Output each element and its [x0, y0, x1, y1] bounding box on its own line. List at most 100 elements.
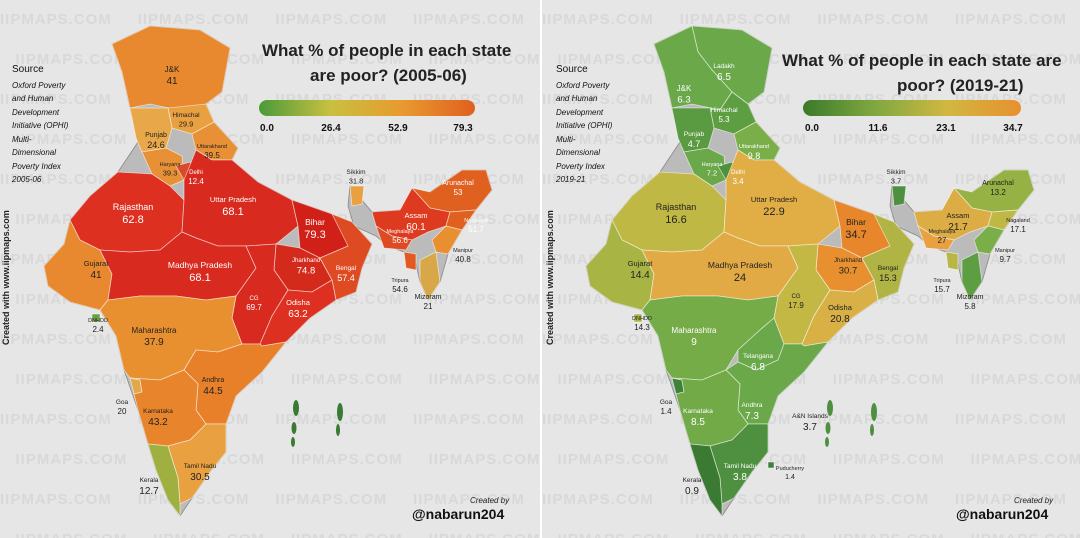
island-shape	[825, 422, 831, 434]
state-region-himachal	[709, 91, 757, 135]
island-shape	[827, 400, 833, 416]
state-region-rajasthan	[611, 171, 727, 253]
source-line: Development	[556, 107, 604, 117]
state-region-dnhdd	[91, 313, 101, 323]
color-scale-bar	[259, 100, 475, 116]
state-name-haryana: Haryana	[702, 162, 724, 168]
source-block: Source Oxford Poverty and Human Developmen…	[12, 63, 68, 187]
map-title: What % of people in each state are poor?…	[262, 38, 511, 88]
state-name-mizoram: Mizoram	[415, 294, 442, 301]
island-shape	[336, 424, 340, 436]
state-name-goa: Goa	[116, 399, 129, 406]
state-name-jharkhand: Jharkhand	[834, 258, 862, 264]
state-name-uttar-pradesh: Uttar Pradesh	[210, 195, 256, 204]
state-name-madhya-pradesh: Madhya Pradesh	[708, 260, 773, 270]
state-name-tripura: Tripura	[933, 278, 951, 284]
state-value-rajasthan: 62.8	[122, 214, 143, 226]
color-scale-bar	[803, 100, 1021, 116]
state-value-arunachal: 13.2	[990, 188, 1006, 197]
state-value-a-n-islands: 3.7	[803, 422, 817, 433]
state-name-rajasthan: Rajasthan	[113, 202, 154, 212]
state-value-mizoram: 5.8	[964, 302, 976, 311]
state-value-j-k: 6.3	[677, 95, 690, 106]
state-name-bengal: Bengal	[336, 265, 357, 272]
source-line: and Human	[12, 94, 54, 103]
state-name-himachal: Himachal	[172, 112, 200, 119]
title-line-2: are poor? (2005-06)	[310, 66, 467, 85]
state-region-tripura	[945, 251, 959, 271]
state-name-sikkim: Sikkim	[886, 169, 905, 176]
state-name-bihar: Bihar	[305, 217, 325, 227]
side-credit: Created with www.iipmaps.com	[1, 210, 11, 345]
source-line: Multi-	[556, 134, 576, 144]
state-name-cg: CG	[250, 296, 259, 302]
state-value-karnataka: 43.2	[148, 417, 168, 428]
title-line-1: What % of people in each state are	[782, 51, 1062, 70]
state-name-punjab: Punjab	[145, 132, 167, 139]
state-name-manipur: Manipur	[995, 248, 1015, 254]
state-name-madhya-pradesh: Madhya Pradesh	[168, 260, 233, 270]
state-value-dnhdd: 14.3	[634, 323, 650, 332]
state-region-rajasthan	[69, 171, 185, 253]
state-value-himachal: 5.3	[718, 115, 730, 124]
state-region-manipur	[431, 225, 463, 255]
state-region-manipur	[973, 225, 1005, 255]
scale-tick: 11.6	[868, 123, 888, 134]
state-value-puducherry: 1.4	[785, 474, 795, 481]
state-name-bengal: Bengal	[878, 265, 899, 272]
state-value-meghalaya: 27	[938, 236, 947, 245]
state-name-gujarat: Gujarat	[84, 259, 110, 268]
state-region-odisha	[801, 279, 879, 347]
state-name-kerala: Kerala	[140, 477, 159, 484]
island-shape	[337, 403, 343, 421]
state-value-rajasthan: 16.6	[665, 214, 686, 226]
source-text: Oxford Poverty and Human Development Initia…	[12, 79, 68, 187]
source-line: 2005-06	[12, 175, 42, 184]
state-name-j-k: J&K	[677, 84, 692, 93]
state-value-jharkhand: 30.7	[839, 266, 858, 277]
state-value-himachal: 29.9	[179, 120, 194, 129]
source-line: and Human	[556, 94, 598, 103]
state-value-madhya-pradesh: 24	[734, 272, 746, 284]
source-line: Initiative (OPHI)	[556, 121, 613, 130]
island-shape	[291, 437, 295, 447]
state-name-meghalaya: Meghalaya	[929, 229, 957, 235]
state-region-puducherry	[767, 461, 775, 469]
state-region-meghalaya	[375, 225, 413, 251]
island-shape	[293, 400, 299, 416]
state-region-sikkim	[349, 185, 365, 207]
state-value-bihar: 79.3	[304, 229, 325, 241]
state-value-meghalaya: 56.6	[392, 236, 408, 245]
title-line-2: poor? (2019-21)	[897, 76, 1024, 95]
state-value-haryana: 39.3	[163, 169, 178, 178]
state-name-assam: Assam	[947, 211, 970, 220]
state-value-uttar-pradesh: 22.9	[763, 206, 784, 218]
state-name-j-k: J&K	[165, 65, 180, 74]
state-value-gujarat: 14.4	[630, 270, 650, 281]
source-line: Dimensional	[556, 148, 601, 157]
state-name-jharkhand: Jharkhand	[292, 258, 320, 264]
state-value-bengal: 15.3	[879, 273, 897, 283]
state-value-tripura: 15.7	[934, 285, 950, 294]
island-shape	[291, 422, 297, 434]
author-handle: @nabarun204	[412, 506, 505, 522]
state-value-tamil-nadu: 30.5	[190, 472, 210, 483]
state-name-uttarakhand: Uttarakhand	[739, 144, 769, 150]
source-heading: Source	[556, 64, 588, 75]
state-name-karnataka: Karnataka	[143, 408, 173, 415]
state-value-punjab: 4.7	[688, 139, 701, 149]
scale-tick: 26.4	[321, 123, 341, 134]
state-name-a-n-islands: A&N Islands	[792, 413, 829, 420]
state-value-dnhdd: 2.4	[92, 325, 104, 334]
state-value-bengal: 57.4	[337, 273, 355, 283]
state-value-tamil-nadu: 3.8	[733, 472, 747, 483]
map-panel-2019-21: IIPMAPS.COM IIPMAPS.COM IIPMAPS.COM IIPM…	[540, 0, 1080, 538]
state-name-dnhdd: DNHDD	[88, 318, 108, 324]
state-value-goa: 1.4	[660, 407, 672, 416]
state-value-delhi: 3.4	[732, 177, 744, 186]
state-value-bihar: 34.7	[845, 229, 866, 241]
state-name-bihar: Bihar	[846, 217, 866, 227]
state-value-nagaland: 17.1	[1010, 225, 1026, 234]
state-name-maharashtra: Maharashtra	[672, 326, 717, 335]
